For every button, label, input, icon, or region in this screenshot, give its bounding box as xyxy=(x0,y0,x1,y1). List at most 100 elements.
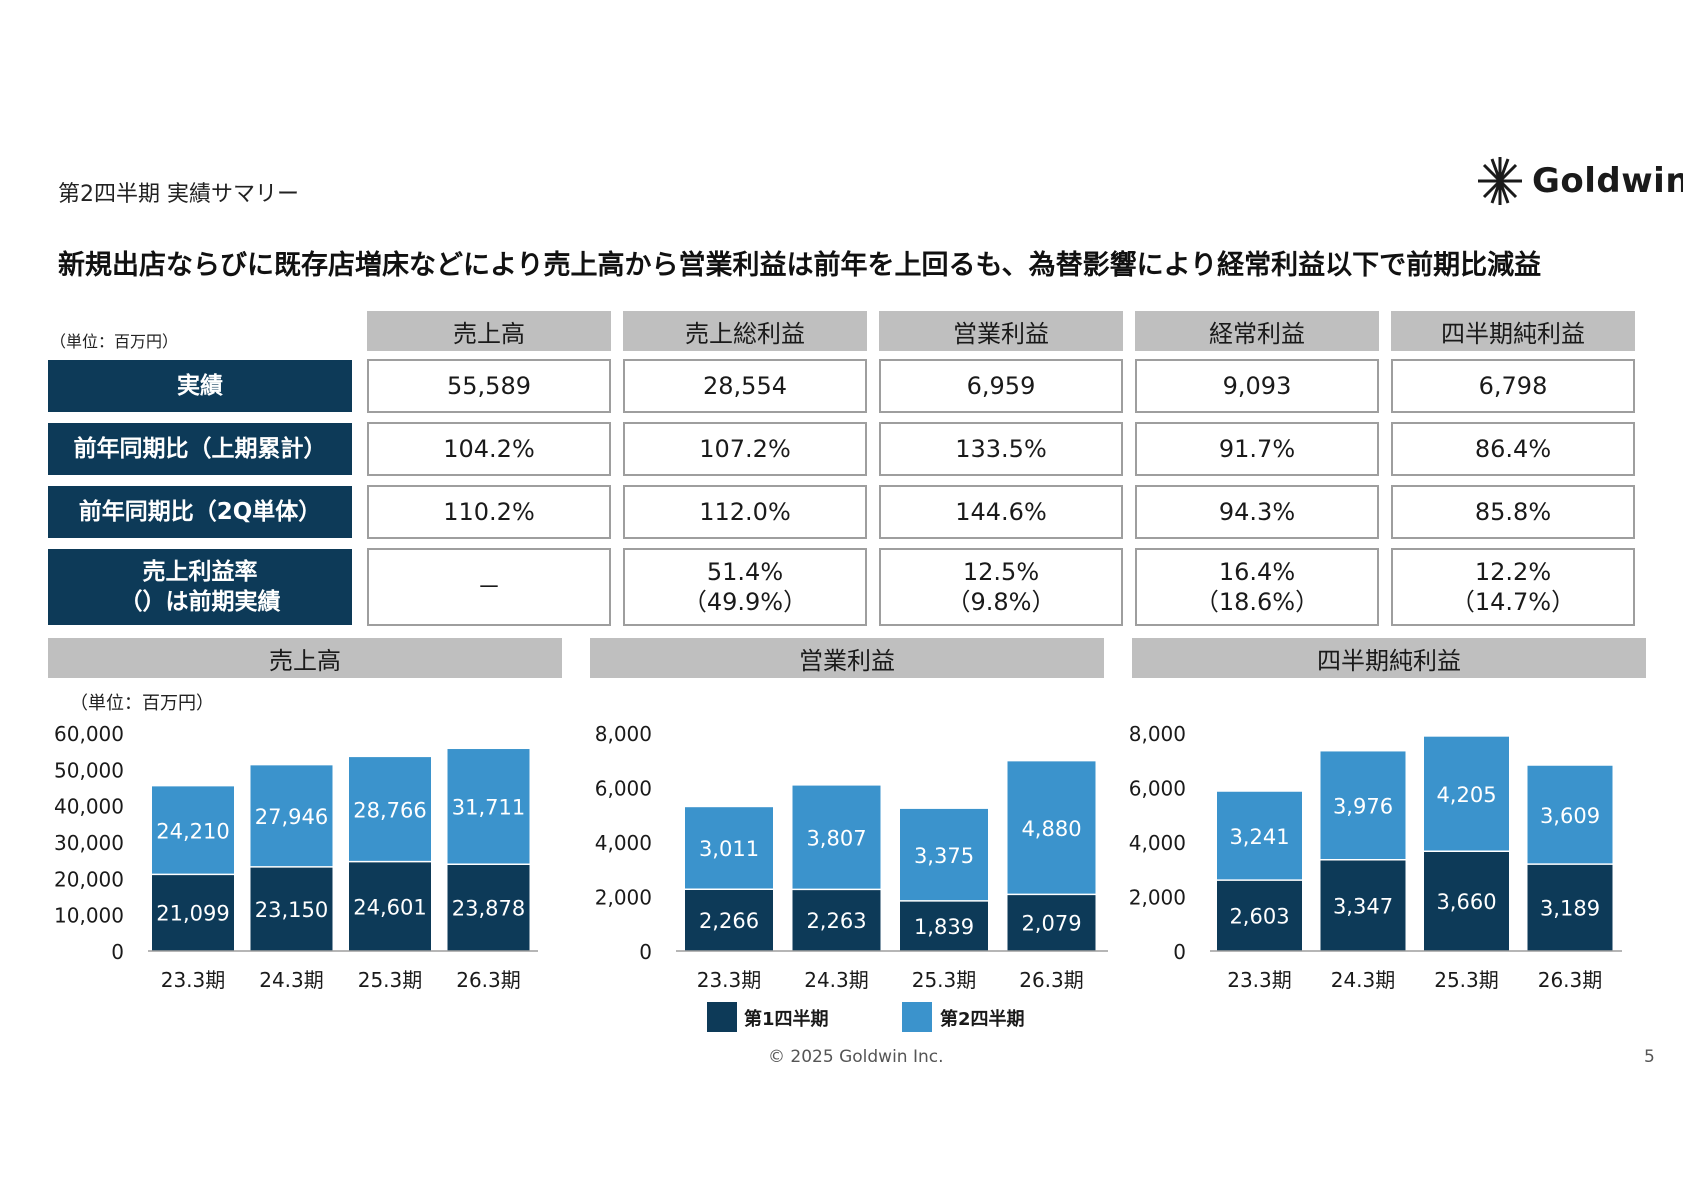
table-cell: 94.3% xyxy=(1135,485,1379,539)
x-tick-label: 24.3期 xyxy=(259,968,324,992)
chart-title-net-profit: 四半期純利益 xyxy=(1132,638,1646,678)
x-tick-label: 25.3期 xyxy=(358,968,423,992)
logo-text: Goldwin xyxy=(1532,161,1683,201)
table-cell: 6,798 xyxy=(1391,359,1635,413)
x-tick-label: 26.3期 xyxy=(1538,968,1603,992)
y-tick-label: 0 xyxy=(111,940,124,964)
bar-value-label: 3,347 xyxy=(1333,894,1393,918)
bar-value-label: 2,266 xyxy=(699,909,759,933)
page-number: 5 xyxy=(1644,1047,1655,1067)
legend-label-q1: 第1四半期 xyxy=(744,1009,829,1030)
page-subtitle: 第2四半期 実績サマリー xyxy=(58,182,299,207)
column-header-ordinary-profit: 経常利益 xyxy=(1135,311,1379,351)
y-tick-label: 0 xyxy=(1173,940,1186,964)
table-cell: 16.4% （18.6%） xyxy=(1135,548,1379,626)
bar-value-label: 23,878 xyxy=(452,897,525,921)
bar-value-label: 3,807 xyxy=(806,826,866,850)
bar-value-label: 3,375 xyxy=(914,844,974,868)
x-tick-label: 24.3期 xyxy=(1331,968,1396,992)
bar-value-label: 2,263 xyxy=(806,909,866,933)
bar-q1 xyxy=(447,864,530,951)
bar-value-label: 28,766 xyxy=(353,798,426,822)
table-cell: 6,959 xyxy=(879,359,1123,413)
row-header-margin-line1: 売上利益率 xyxy=(142,559,258,585)
bar-value-label: 4,205 xyxy=(1436,783,1496,807)
bar-q2 xyxy=(1527,765,1613,865)
x-tick-label: 26.3期 xyxy=(456,968,521,992)
bar-q1 xyxy=(685,889,773,951)
bar-q2 xyxy=(900,808,988,901)
cell-line2: （14.7%） xyxy=(1450,588,1576,616)
column-header-operating-profit: 営業利益 xyxy=(879,311,1123,351)
table-cell: － xyxy=(367,548,611,626)
bar-q2 xyxy=(152,786,234,875)
bar-q1 xyxy=(900,900,988,951)
y-tick-label: 8,000 xyxy=(1129,722,1186,746)
cell-line2: （18.6%） xyxy=(1194,588,1320,616)
column-header-sales: 売上高 xyxy=(367,311,611,351)
cell-line1: 16.4% xyxy=(1218,558,1296,586)
cell-line1: 51.4% xyxy=(706,558,784,586)
table-cell: 107.2% xyxy=(623,422,867,476)
y-tick-label: 4,000 xyxy=(595,831,652,855)
column-header-gross-profit: 売上総利益 xyxy=(623,311,867,351)
bar-q2 xyxy=(1320,751,1406,860)
table-cell: 28,554 xyxy=(623,359,867,413)
table-cell: 51.4% （49.9%） xyxy=(623,548,867,626)
bar-q2 xyxy=(685,807,773,890)
bar-q2 xyxy=(1007,761,1096,895)
y-tick-label: 40,000 xyxy=(54,795,124,819)
bar-q1 xyxy=(1217,880,1302,951)
y-tick-label: 60,000 xyxy=(54,722,124,746)
bar-value-label: 3,241 xyxy=(1229,825,1289,849)
y-tick-label: 10,000 xyxy=(54,904,124,928)
bar-q1 xyxy=(1320,859,1406,951)
y-tick-label: 4,000 xyxy=(1129,831,1186,855)
x-tick-label: 25.3期 xyxy=(912,968,977,992)
cell-line1: 12.2% xyxy=(1474,558,1552,586)
cell-line1: 12.5% xyxy=(962,558,1040,586)
bar-value-label: 31,711 xyxy=(452,796,525,820)
cell-line1: － xyxy=(477,573,501,601)
y-tick-label: 20,000 xyxy=(54,867,124,891)
bar-q2 xyxy=(349,757,431,862)
bar-value-label: 24,601 xyxy=(353,895,426,919)
y-tick-label: 0 xyxy=(639,940,652,964)
column-header-net-profit: 四半期純利益 xyxy=(1391,311,1635,351)
bar-value-label: 3,189 xyxy=(1540,897,1600,921)
bar-value-label: 21,099 xyxy=(156,902,229,926)
chart-unit-label: （単位：百万円） xyxy=(70,693,214,714)
table-cell: 104.2% xyxy=(367,422,611,476)
bar-q2 xyxy=(1424,736,1509,852)
bar-value-label: 2,079 xyxy=(1021,912,1081,936)
cell-line2: （49.9%） xyxy=(682,588,808,616)
bar-q1 xyxy=(250,866,333,951)
y-tick-label: 30,000 xyxy=(54,831,124,855)
headline: 新規出店ならびに既存店増床などにより売上高から営業利益は前年を上回るも、為替影響… xyxy=(58,250,1542,281)
y-tick-label: 2,000 xyxy=(595,886,652,910)
bar-q1 xyxy=(349,861,431,951)
row-header-yoy-2q: 前年同期比（2Q単体） xyxy=(48,486,352,538)
y-tick-label: 8,000 xyxy=(595,722,652,746)
table-cell: 91.7% xyxy=(1135,422,1379,476)
bar-q2 xyxy=(1217,791,1302,881)
x-tick-label: 23.3期 xyxy=(161,968,226,992)
y-tick-label: 50,000 xyxy=(54,758,124,782)
y-tick-label: 6,000 xyxy=(595,777,652,801)
table-cell: 85.8% xyxy=(1391,485,1635,539)
table-cell: 110.2% xyxy=(367,485,611,539)
bar-value-label: 3,660 xyxy=(1436,890,1496,914)
row-header-margin-line2: （）は前期実績 xyxy=(119,589,281,615)
table-cell: 55,589 xyxy=(367,359,611,413)
y-tick-label: 2,000 xyxy=(1129,886,1186,910)
bar-value-label: 27,946 xyxy=(255,805,328,829)
bar-q2 xyxy=(792,785,881,890)
bar-value-label: 1,839 xyxy=(914,915,974,939)
bar-value-label: 3,011 xyxy=(699,837,759,861)
copyright: © 2025 Goldwin Inc. xyxy=(768,1047,944,1067)
table-cell: 144.6% xyxy=(879,485,1123,539)
row-header-yoy-half: 前年同期比（上期累計） xyxy=(48,423,352,475)
bar-value-label: 4,880 xyxy=(1021,817,1081,841)
